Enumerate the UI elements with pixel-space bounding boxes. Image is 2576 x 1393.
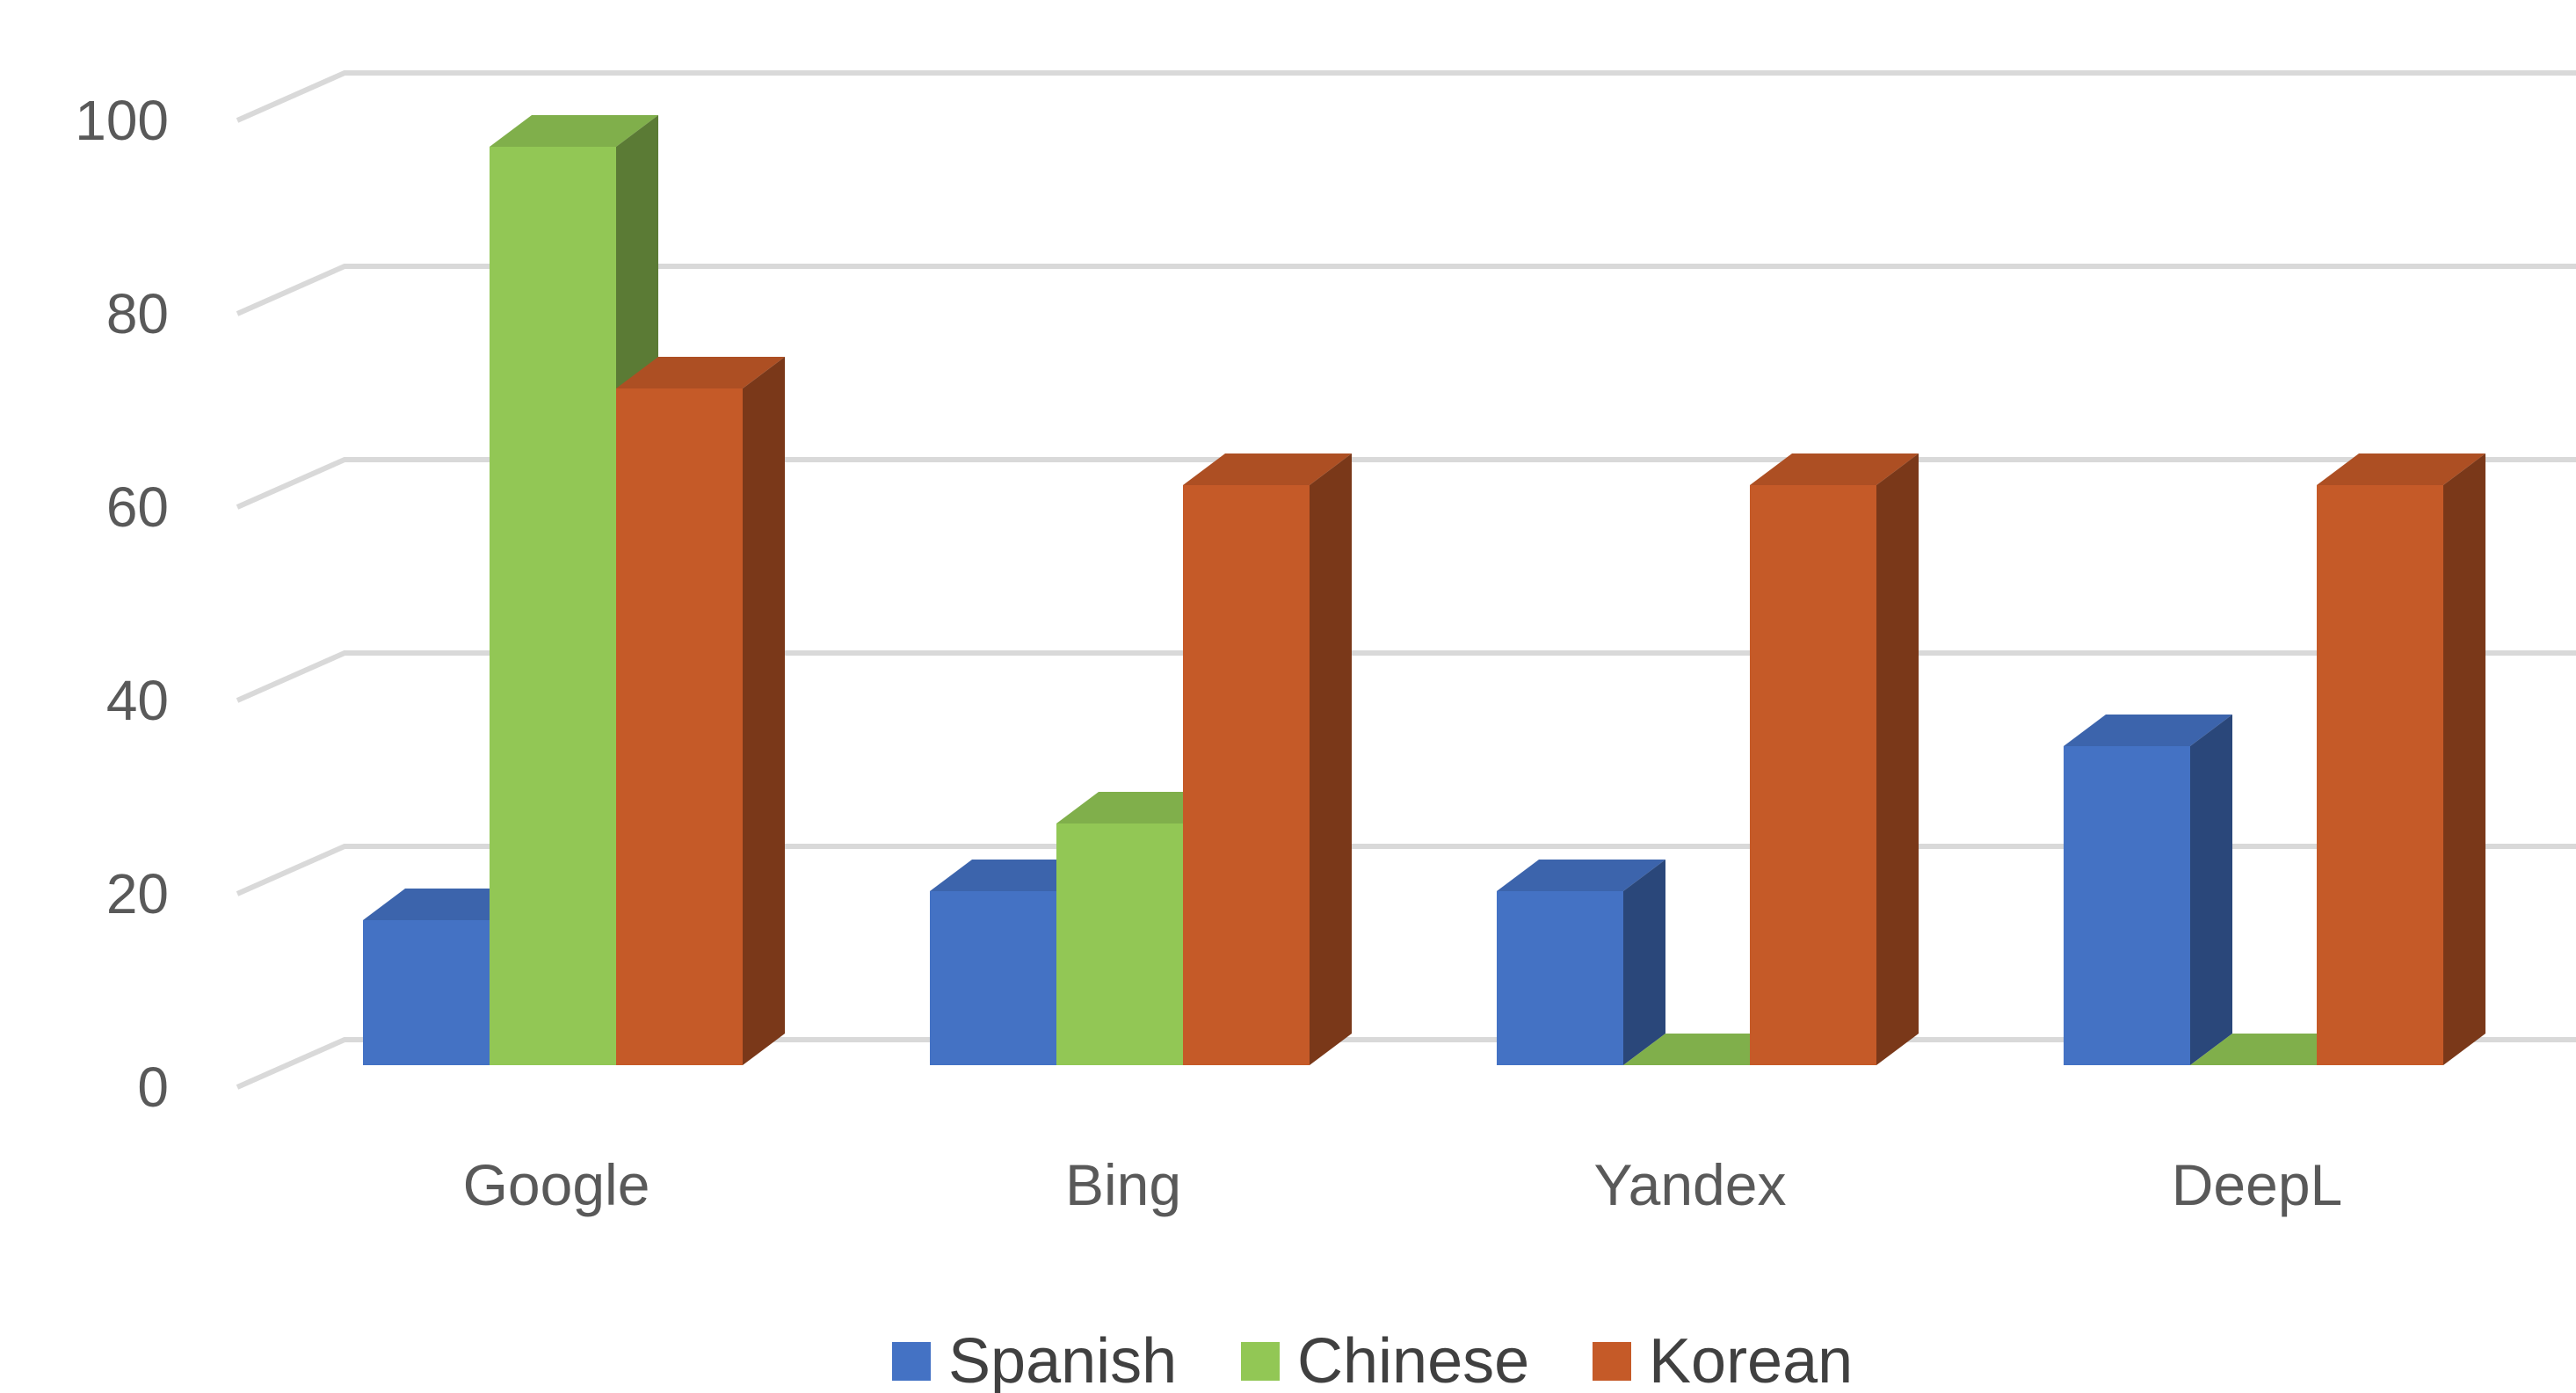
gridline-80	[236, 264, 2576, 316]
y-tick-label: 100	[75, 89, 169, 152]
bar-yandex-korean	[1750, 453, 1919, 1065]
legend-swatch	[1241, 1342, 1280, 1381]
bar-yandex-spanish	[1497, 860, 1665, 1065]
x-category-label: Yandex	[1594, 1152, 1787, 1217]
bar-top-face	[616, 357, 785, 388]
y-axis-ticks: 0 20 40 60 80 100	[75, 89, 169, 1119]
y-tick-label: 80	[106, 282, 169, 345]
bar-top-face	[490, 115, 658, 147]
legend-label: Korean	[1649, 1326, 1853, 1393]
legend-swatch	[892, 1342, 931, 1381]
bar-front-face	[930, 891, 1056, 1065]
bar-side-face	[1310, 453, 1352, 1065]
bar-front-face	[490, 147, 616, 1065]
y-tick-label: 40	[106, 669, 169, 732]
legend-label: Chinese	[1297, 1326, 1529, 1393]
bar-front-face	[1183, 485, 1310, 1065]
bar-side-face	[743, 357, 785, 1065]
legend-label: Spanish	[948, 1326, 1177, 1393]
bar-front-face	[2317, 485, 2443, 1065]
bar-side-face	[2443, 453, 2485, 1065]
bar-google-korean	[616, 357, 785, 1065]
x-axis-categories: Google Bing Yandex DeepL	[463, 1152, 2343, 1217]
y-tick-label: 0	[137, 1056, 169, 1119]
bar-bing-korean	[1183, 453, 1352, 1065]
bars	[363, 115, 2485, 1065]
bar-front-face	[1497, 891, 1623, 1065]
legend-item-spanish: Spanish	[892, 1326, 1177, 1393]
bar-front-face	[616, 388, 743, 1065]
bar-front-face	[2064, 746, 2190, 1065]
bar-google-chinese	[490, 115, 658, 1065]
bar-side-face	[1623, 860, 1665, 1065]
bar-top-face	[2317, 453, 2485, 485]
bar-deepl-korean	[2317, 453, 2485, 1065]
legend-swatch	[1593, 1342, 1631, 1381]
y-tick-label: 20	[106, 862, 169, 925]
bar-top-face	[1497, 860, 1665, 891]
legend-item-chinese: Chinese	[1241, 1326, 1529, 1393]
bar-side-face	[2190, 715, 2232, 1065]
gridline-100	[236, 70, 2576, 123]
bar-deepl-spanish	[2064, 715, 2232, 1065]
bar-top-face	[1750, 453, 1919, 485]
x-category-label: DeepL	[2172, 1152, 2343, 1217]
bar-front-face	[363, 920, 490, 1065]
legend: Spanish Chinese Korean	[892, 1326, 1853, 1393]
y-tick-label: 60	[106, 475, 169, 539]
bar-front-face	[1056, 823, 1183, 1065]
x-category-label: Bing	[1065, 1152, 1181, 1217]
bar-top-face	[1183, 453, 1352, 485]
x-category-label: Google	[463, 1152, 650, 1217]
bar-top-face	[2064, 715, 2232, 746]
legend-item-korean: Korean	[1593, 1326, 1853, 1393]
bar-front-face	[1750, 485, 1876, 1065]
bar-side-face	[1876, 453, 1919, 1065]
